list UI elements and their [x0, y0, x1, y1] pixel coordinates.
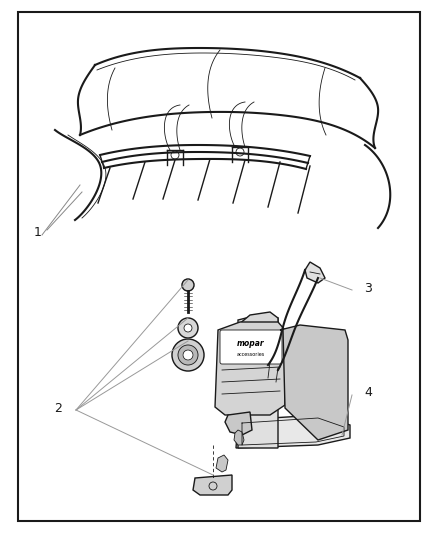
Circle shape — [178, 318, 198, 338]
Circle shape — [172, 339, 204, 371]
Text: mopar: mopar — [237, 340, 265, 349]
Polygon shape — [193, 475, 232, 495]
Circle shape — [178, 345, 198, 365]
Polygon shape — [238, 312, 278, 410]
Text: 1: 1 — [34, 227, 42, 239]
Text: 3: 3 — [364, 281, 372, 295]
Circle shape — [184, 324, 192, 332]
Circle shape — [183, 350, 193, 360]
Polygon shape — [216, 455, 228, 472]
Polygon shape — [280, 325, 348, 440]
Polygon shape — [215, 322, 285, 415]
Text: accessories: accessories — [237, 351, 265, 357]
Polygon shape — [305, 262, 325, 283]
Polygon shape — [225, 412, 252, 435]
Polygon shape — [236, 415, 350, 448]
Text: 2: 2 — [54, 401, 62, 415]
Polygon shape — [238, 315, 278, 448]
Text: 4: 4 — [364, 385, 372, 399]
Polygon shape — [234, 430, 244, 445]
FancyBboxPatch shape — [220, 330, 282, 364]
Circle shape — [182, 279, 194, 291]
